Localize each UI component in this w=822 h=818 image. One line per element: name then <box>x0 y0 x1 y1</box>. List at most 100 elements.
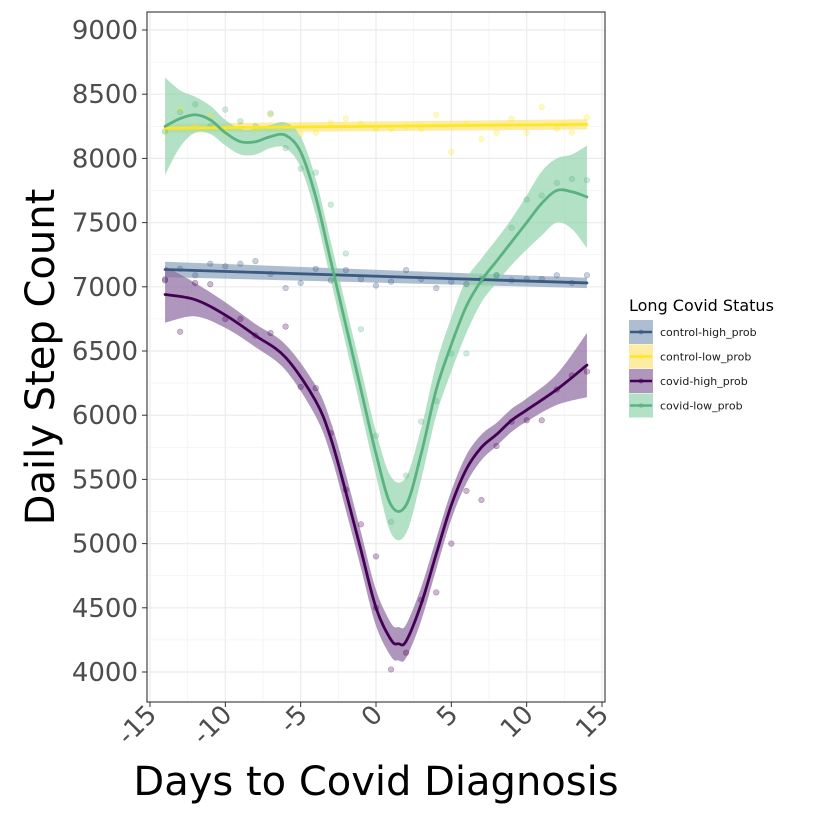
y-tick-label: 8000 <box>72 144 138 174</box>
point-control-low_prob <box>177 106 184 113</box>
band-covid-low_prob <box>165 77 587 541</box>
legend-label-covid-low_prob: covid-low_prob <box>660 400 743 413</box>
point-control-low_prob <box>342 115 349 122</box>
legend-key-point <box>638 329 644 335</box>
line-covid-high_prob <box>163 293 589 647</box>
point-control-high_prob <box>237 260 244 267</box>
point-covid-low_prob <box>222 106 229 113</box>
x-tick-label: 0 <box>356 700 389 733</box>
point-control-high_prob <box>222 263 229 270</box>
point-covid-low_prob <box>568 175 575 183</box>
point-control-low_prob <box>267 111 274 118</box>
point-control-low_prob <box>493 129 500 136</box>
point-covid-low_prob <box>523 196 530 203</box>
legend-label-covid-high_prob: covid-high_prob <box>660 375 748 388</box>
x-tick-label: -5 <box>274 700 314 740</box>
point-control-low_prob <box>568 129 575 136</box>
smooth-lines <box>163 113 589 647</box>
point-control-high_prob <box>403 267 410 274</box>
point-covid-low_prob <box>372 432 380 439</box>
line-control-high_prob <box>163 268 589 285</box>
point-covid-high_prob <box>282 323 289 330</box>
y-tick-label: 9000 <box>72 16 138 46</box>
line-covid-low_prob <box>163 113 589 513</box>
point-control-low_prob <box>538 103 545 111</box>
y-tick-label: 5500 <box>72 465 138 495</box>
point-control-high_prob <box>192 272 199 279</box>
y-tick-label: 7500 <box>72 209 138 239</box>
point-control-low_prob <box>523 129 530 136</box>
point-covid-low_prob <box>418 418 425 425</box>
point-covid-low_prob <box>583 177 591 184</box>
point-control-high_prob <box>342 267 349 274</box>
point-covid-high_prob <box>433 589 440 596</box>
y-tick-label: 7000 <box>72 273 138 303</box>
y-tick-label: 4500 <box>72 594 138 624</box>
point-control-low_prob <box>553 125 560 132</box>
legend-key-point <box>638 378 644 384</box>
point-control-high_prob <box>372 282 380 289</box>
point-control-high_prob <box>282 284 289 292</box>
legend: Long Covid Status control-high_probcontr… <box>629 296 774 418</box>
x-tick-label: 15 <box>570 700 615 745</box>
point-covid-low_prob <box>312 169 319 176</box>
point-control-low_prob <box>327 119 334 126</box>
legend-title: Long Covid Status <box>629 296 774 315</box>
point-covid-high_prob <box>583 368 591 375</box>
point-covid-low_prob <box>327 201 334 208</box>
x-tick-label: 5 <box>431 700 464 733</box>
x-axis: -15 -10 -5 0 5 10 15 <box>112 700 615 751</box>
point-covid-high_prob <box>237 315 244 323</box>
point-covid-low_prob <box>342 250 349 257</box>
legend-label-control-low_prob: control-low_prob <box>660 351 751 364</box>
point-control-high_prob <box>327 277 334 284</box>
point-covid-low_prob <box>463 350 470 357</box>
point-covid-high_prob <box>403 649 410 656</box>
point-control-high_prob <box>553 272 560 279</box>
point-covid-low_prob <box>282 145 289 152</box>
point-control-high_prob <box>161 275 169 283</box>
point-control-high_prob <box>312 265 319 272</box>
y-tick-label: 5000 <box>72 530 138 560</box>
point-covid-low_prob <box>508 224 515 231</box>
point-covid-high_prob <box>372 553 380 560</box>
line-control-low_prob <box>163 122 589 130</box>
point-control-high_prob <box>252 258 259 265</box>
legend-key-point <box>638 354 644 359</box>
point-covid-high_prob <box>478 496 485 504</box>
point-control-low_prob <box>433 111 440 118</box>
point-covid-high_prob <box>357 521 365 528</box>
point-covid-high_prob <box>192 279 199 287</box>
point-control-low_prob <box>448 148 455 156</box>
point-covid-high_prob <box>538 417 545 424</box>
point-control-low_prob <box>297 130 304 138</box>
point-covid-high_prob <box>448 540 455 547</box>
point-covid-low_prob <box>553 179 560 186</box>
point-control-high_prob <box>387 278 395 285</box>
y-tick-label: 6000 <box>72 401 138 431</box>
point-control-high_prob <box>493 272 500 279</box>
point-control-low_prob <box>478 136 485 143</box>
point-control-high_prob <box>207 260 214 267</box>
point-covid-low_prob <box>387 518 395 525</box>
point-covid-high_prob <box>387 666 395 673</box>
x-tick-label: -10 <box>187 700 238 751</box>
point-control-high_prob <box>583 272 591 279</box>
point-control-low_prob <box>583 114 591 121</box>
point-covid-low_prob <box>267 110 274 117</box>
y-axis: 4000 4500 5000 5500 6000 6500 7000 7500 8000 8500… <box>72 16 147 688</box>
point-covid-low_prob <box>357 326 365 333</box>
point-covid-high_prob <box>312 385 319 392</box>
point-control-low_prob <box>312 129 319 136</box>
point-control-low_prob <box>508 115 515 122</box>
point-covid-low_prob <box>297 165 304 172</box>
point-covid-high_prob <box>493 442 500 450</box>
point-covid-high_prob <box>207 281 214 288</box>
y-axis-title: Daily Step Count <box>18 189 64 526</box>
y-tick-label: 8500 <box>72 80 138 110</box>
point-covid-high_prob <box>523 417 530 424</box>
y-tick-label: 6500 <box>72 337 138 367</box>
point-control-high_prob <box>297 279 304 287</box>
x-axis-title: Days to Covid Diagnosis <box>133 759 618 805</box>
